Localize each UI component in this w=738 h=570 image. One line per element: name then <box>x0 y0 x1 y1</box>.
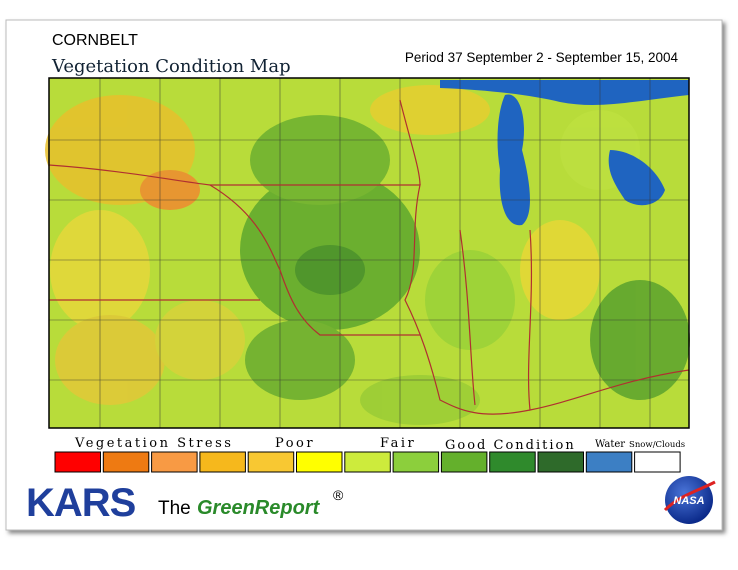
legend-label: Fair <box>380 436 416 451</box>
period: Period 37 September 2 - September 15, 20… <box>405 50 679 65</box>
legend-swatch <box>151 451 198 473</box>
legend-label: Water <box>595 439 625 450</box>
map <box>45 77 690 429</box>
legend-label: Vegetation Stress <box>74 436 233 451</box>
legend-swatch <box>247 451 295 473</box>
legend-label: Snow/Clouds <box>629 440 685 450</box>
legend-swatch <box>296 451 343 473</box>
legend: Vegetation Stress Poor Fair Good Conditi… <box>54 436 685 473</box>
legend-swatch <box>634 451 681 473</box>
legend-swatch <box>199 451 246 473</box>
map-title: Vegetation Condition Map <box>51 56 291 77</box>
kars-logo: KARS <box>26 481 136 525</box>
registered-mark: ® <box>333 487 344 503</box>
map-region: CORNBELT <box>52 32 138 49</box>
legend-swatch <box>489 451 536 473</box>
nasa-logo: NASA <box>663 476 716 524</box>
legend-label: Poor <box>275 436 315 451</box>
legend-swatch <box>102 451 150 473</box>
brand-name: GreenReport <box>197 497 321 519</box>
nasa-text: NASA <box>673 495 704 507</box>
legend-swatch <box>537 451 584 473</box>
legend-swatch <box>54 451 101 473</box>
brand-prefix: The <box>158 498 191 519</box>
legend-swatch <box>392 451 440 473</box>
legend-label: Good Condition <box>445 438 576 453</box>
legend-swatch <box>344 451 391 473</box>
legend-swatch <box>440 451 488 473</box>
legend-swatch <box>585 451 633 473</box>
